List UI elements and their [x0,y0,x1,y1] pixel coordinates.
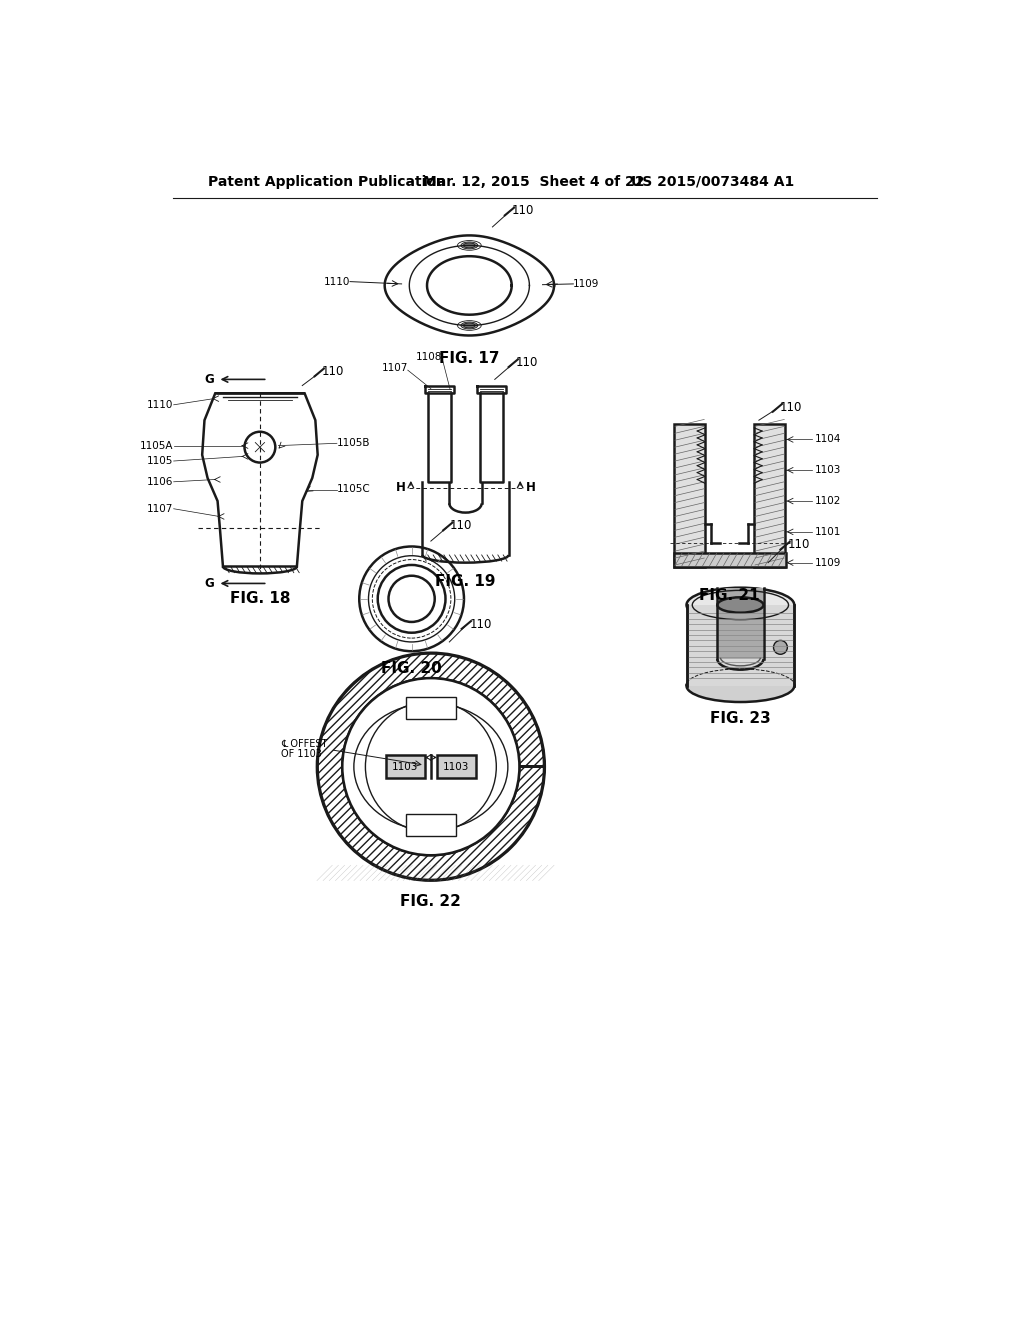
Ellipse shape [686,587,795,622]
Text: 110: 110 [512,205,535,218]
Bar [407,814,456,836]
Text: OF 1103: OF 1103 [281,748,322,759]
FancyBboxPatch shape [718,589,763,659]
Text: FIG. 22: FIG. 22 [400,894,461,909]
Polygon shape [317,653,544,880]
Text: 1104: 1104 [814,434,841,445]
Text: H: H [395,482,406,495]
Text: 110: 110 [788,539,811,552]
Text: 1105: 1105 [147,455,174,466]
Text: 1108: 1108 [416,352,442,362]
Bar [437,755,475,779]
Circle shape [342,678,519,855]
Text: Patent Application Publication: Patent Application Publication [208,174,445,189]
Text: FIG. 20: FIG. 20 [381,660,442,676]
Text: Mar. 12, 2015  Sheet 4 of 22: Mar. 12, 2015 Sheet 4 of 22 [423,174,645,189]
Text: 1101: 1101 [814,527,841,537]
Ellipse shape [461,242,478,249]
Text: ℄ OFFEST: ℄ OFFEST [281,739,327,748]
Text: 110: 110 [469,618,492,631]
Ellipse shape [464,243,475,248]
Text: 1103: 1103 [392,762,419,772]
Text: 1105A: 1105A [140,441,174,450]
Text: 1109: 1109 [573,279,600,289]
Text: FIG. 19: FIG. 19 [435,574,496,590]
Bar [386,755,425,779]
Text: G: G [204,372,214,385]
Text: FIG. 17: FIG. 17 [439,351,500,366]
Text: 1105B: 1105B [337,438,371,449]
Circle shape [388,576,435,622]
Ellipse shape [686,669,795,702]
Text: 110: 110 [779,400,802,413]
Ellipse shape [717,597,764,612]
Text: 1105C: 1105C [337,484,371,495]
Text: 1107: 1107 [147,504,174,513]
Text: FIG. 18: FIG. 18 [229,591,290,606]
Text: 110: 110 [451,519,472,532]
Ellipse shape [464,323,475,327]
Text: 1107: 1107 [381,363,408,372]
Text: H: H [525,482,536,495]
Text: 1110: 1110 [147,400,174,409]
Text: 1102: 1102 [814,496,841,506]
Text: 110: 110 [515,356,538,370]
Circle shape [773,640,787,655]
Text: FIG. 21: FIG. 21 [699,589,760,603]
Text: 110: 110 [322,366,344,379]
Bar [686,605,795,686]
Text: US 2015/0073484 A1: US 2015/0073484 A1 [631,174,795,189]
Ellipse shape [461,322,478,329]
Bar [674,553,785,566]
Text: FIG. 23: FIG. 23 [710,711,771,726]
Text: 1110: 1110 [324,277,350,286]
Bar [674,424,705,566]
Bar [407,697,456,719]
Text: 1103: 1103 [443,762,469,772]
Text: 1106: 1106 [147,477,174,487]
Text: G: G [204,577,214,590]
Bar [755,424,785,566]
Text: 1109: 1109 [814,557,841,568]
Text: 1103: 1103 [814,465,841,475]
